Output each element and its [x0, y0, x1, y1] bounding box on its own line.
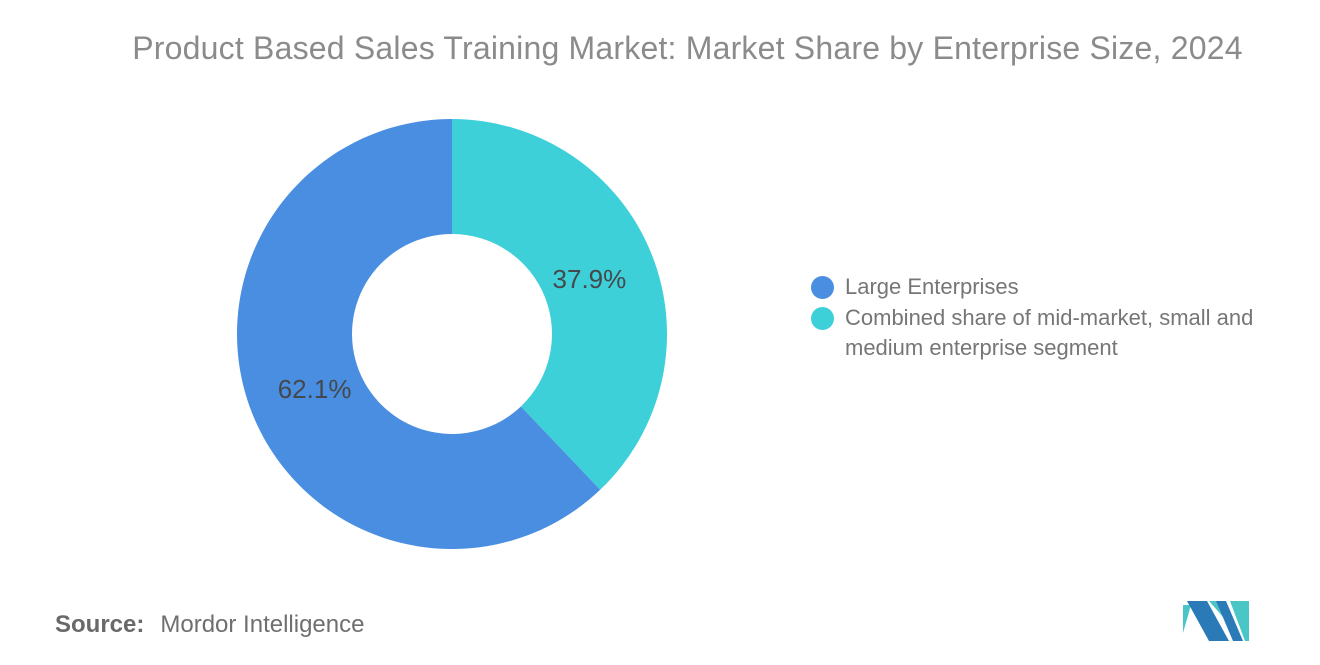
- slice-label-large-enterprises: 62.1%: [278, 374, 352, 404]
- logo-shape: [1187, 601, 1229, 641]
- mordor-intelligence-logo: [1183, 601, 1249, 641]
- slice-label-combined-sme: 37.9%: [553, 264, 627, 294]
- chart-title: Product Based Sales Training Market: Mar…: [132, 30, 1243, 66]
- legend-swatch-icon: [811, 307, 834, 330]
- donut-svg: 37.9% 62.1%: [237, 119, 668, 549]
- donut-slice-large-enterprises[interactable]: [237, 119, 601, 549]
- legend-item-combined-sme[interactable]: Combined share of mid-market, small and …: [811, 303, 1261, 363]
- legend-swatch-icon: [811, 276, 834, 299]
- logo-graphic: [1183, 601, 1249, 641]
- source-line: Source: Mordor Intelligence: [55, 611, 364, 639]
- logo-shape: [1230, 601, 1249, 641]
- source-label: Source:: [55, 611, 145, 638]
- logo-shape: [1216, 601, 1243, 641]
- legend-swatch-circle: [811, 276, 834, 299]
- source-value: Mordor Intelligence: [160, 611, 365, 638]
- donut-slice-combined-sme[interactable]: [452, 119, 668, 490]
- legend: Large Enterprises Combined share of mid-…: [811, 272, 1261, 364]
- logo-shape: [1183, 605, 1191, 633]
- donut-chart: 37.9% 62.1%: [222, 104, 682, 564]
- legend-label: Combined share of mid-market, small and …: [845, 305, 1254, 360]
- legend-label: Large Enterprises: [845, 274, 1019, 299]
- legend-item-large-enterprises[interactable]: Large Enterprises: [811, 272, 1261, 302]
- legend-swatch-circle: [811, 307, 834, 330]
